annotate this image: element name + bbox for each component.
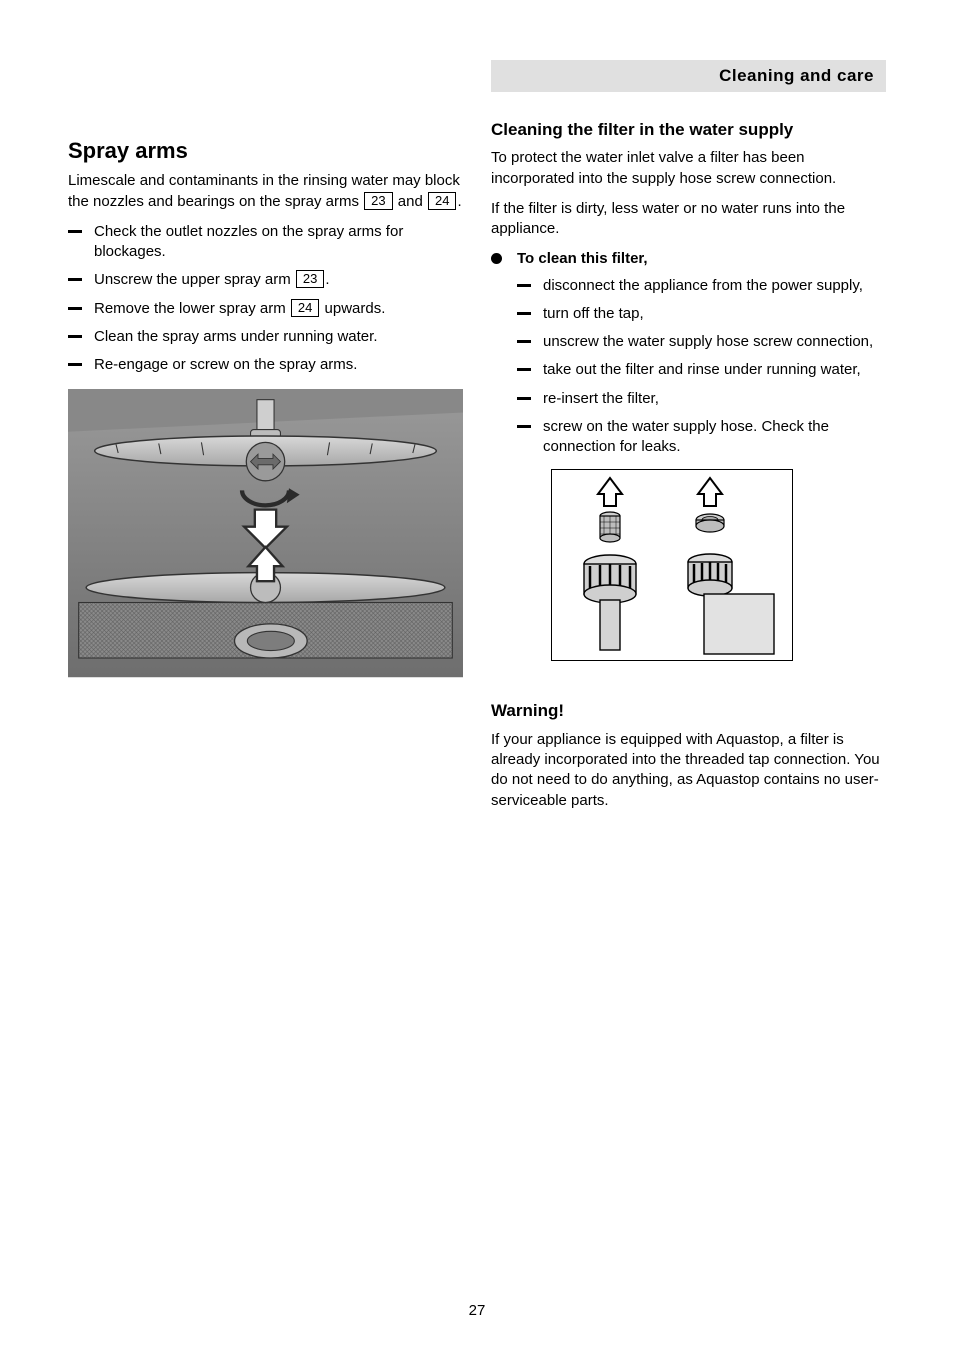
two-column-layout: Spray arms Limescale and contaminants in…	[68, 60, 886, 821]
right-para-1: To protect the water inlet valve a filte…	[491, 148, 886, 189]
page-number: 27	[0, 1302, 954, 1319]
keycap-23: 23	[364, 192, 392, 210]
left-intro: Limescale and contaminants in the rinsin…	[68, 171, 463, 212]
right-para-2: If the filter is dirty, less water or no…	[491, 199, 886, 240]
left-step-5: Re-engage or screw on the spray arms.	[68, 355, 463, 375]
warning-heading: Warning!	[491, 701, 886, 721]
filter-figure	[551, 469, 793, 661]
right-column: Cleaning and care Cleaning the filter in…	[491, 60, 886, 821]
right-disc-item: To clean this filter,	[491, 249, 886, 269]
left-step-3-before: Remove the lower spray arm	[94, 300, 290, 317]
right-step-6: screw on the water supply hose. Check th…	[517, 417, 886, 458]
left-intro-after: .	[457, 193, 461, 210]
left-step-2-before: Unscrew the upper spray arm	[94, 271, 295, 288]
right-heading: Cleaning the filter in the water supply	[491, 120, 886, 140]
right-step-5: re-insert the filter,	[517, 389, 886, 409]
left-intro-mid: and	[394, 193, 427, 210]
right-step-list: disconnect the appliance from the power …	[491, 276, 886, 458]
section-banner: Cleaning and care	[491, 60, 886, 92]
right-step-4: take out the filter and rinse under runn…	[517, 360, 886, 380]
left-step-3: Remove the lower spray arm 24 upwards.	[68, 299, 463, 319]
left-column: Spray arms Limescale and contaminants in…	[68, 60, 463, 821]
left-step-3-after: upwards.	[320, 300, 385, 317]
right-disc-list: To clean this filter,	[491, 249, 886, 269]
right-step-1: disconnect the appliance from the power …	[517, 276, 886, 296]
left-top-spacer	[68, 60, 463, 120]
filter-diagram	[552, 470, 792, 660]
left-step-4: Clean the spray arms under running water…	[68, 327, 463, 347]
left-step-2: Unscrew the upper spray arm 23.	[68, 270, 463, 290]
spray-arm-figure	[68, 389, 463, 677]
left-heading: Spray arms	[68, 138, 463, 163]
keycap-24-b: 24	[291, 299, 319, 317]
spacer	[491, 661, 886, 679]
right-step-2: turn off the tap,	[517, 304, 886, 324]
left-step-2-after: .	[325, 271, 329, 288]
right-step-3: unscrew the water supply hose screw conn…	[517, 332, 886, 352]
keycap-23-b: 23	[296, 270, 324, 288]
spray-arm-diagram	[68, 389, 463, 677]
keycap-24: 24	[428, 192, 456, 210]
left-step-1: Check the outlet nozzles on the spray ar…	[68, 222, 463, 263]
warning-body: If your appliance is equipped with Aquas…	[491, 730, 886, 811]
page: Spray arms Limescale and contaminants in…	[0, 0, 954, 1349]
left-step-list: Check the outlet nozzles on the spray ar…	[68, 222, 463, 376]
